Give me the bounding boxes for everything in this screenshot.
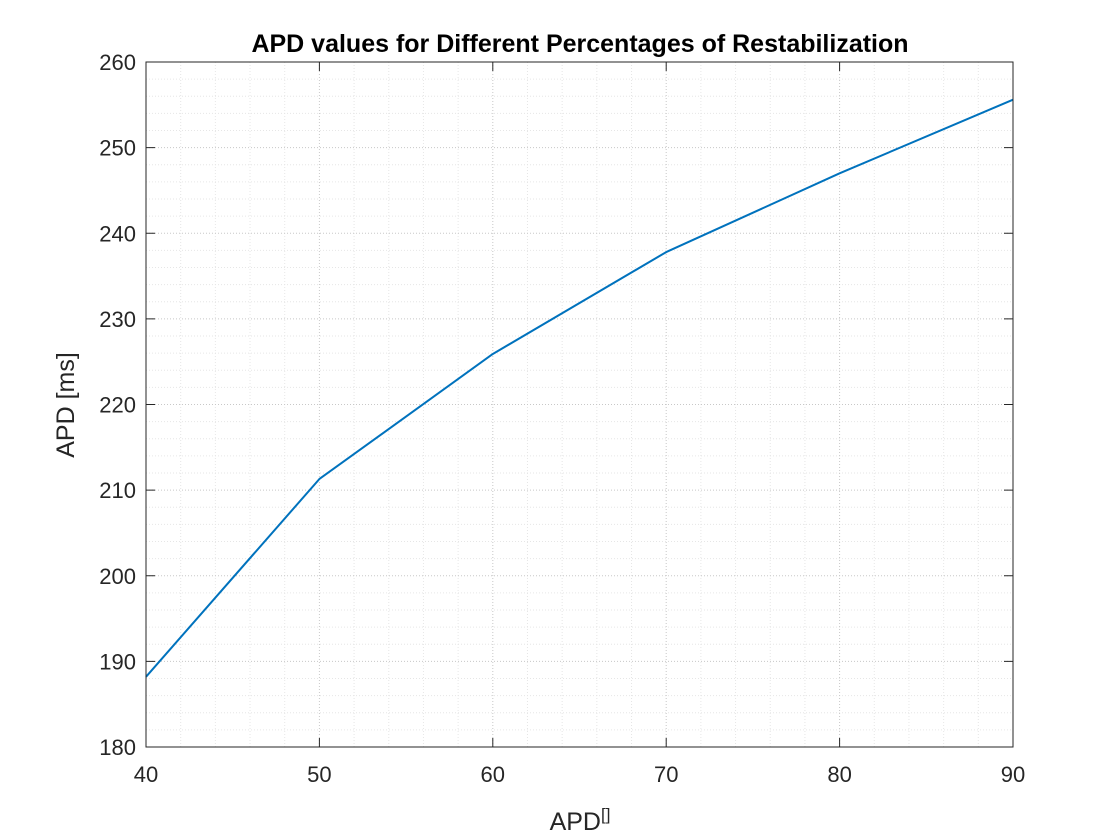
y-tick-label: 230 xyxy=(99,307,136,332)
y-tick-label: 200 xyxy=(99,564,136,589)
plot-box xyxy=(145,61,1014,748)
y-tick-label: 260 xyxy=(99,50,136,75)
minor-grid xyxy=(146,62,1013,747)
x-tick-label: 50 xyxy=(307,762,331,787)
y-tick-label: 240 xyxy=(99,221,136,246)
x-tick-label: 70 xyxy=(654,762,678,787)
x-axis-label: APD[] xyxy=(550,805,611,836)
y-axis-label: APD [ms] xyxy=(52,352,80,458)
x-tick-label: 80 xyxy=(827,762,851,787)
y-tick-label: 220 xyxy=(99,393,136,418)
x-tick-label: 90 xyxy=(1001,762,1025,787)
y-tick-label: 210 xyxy=(99,478,136,503)
y-tick-label: 250 xyxy=(99,136,136,161)
y-tick-label: 190 xyxy=(99,649,136,674)
series-line-0 xyxy=(145,98,1014,678)
x-axis-label-superscript: [] xyxy=(601,805,610,824)
x-tick-label: 60 xyxy=(481,762,505,787)
x-tick-label: 40 xyxy=(134,762,158,787)
y-tick-label: 180 xyxy=(99,735,136,760)
major-grid xyxy=(145,61,1014,748)
series-layer xyxy=(145,98,1014,678)
ticks-layer xyxy=(145,61,1014,748)
chart-title: APD values for Different Percentages of … xyxy=(251,30,908,58)
x-axis-label-main: APD xyxy=(550,808,601,836)
tick-labels: 40 50 60 70 80 90 180 190 200 210 220 230 240 250 260 xyxy=(99,50,1025,787)
